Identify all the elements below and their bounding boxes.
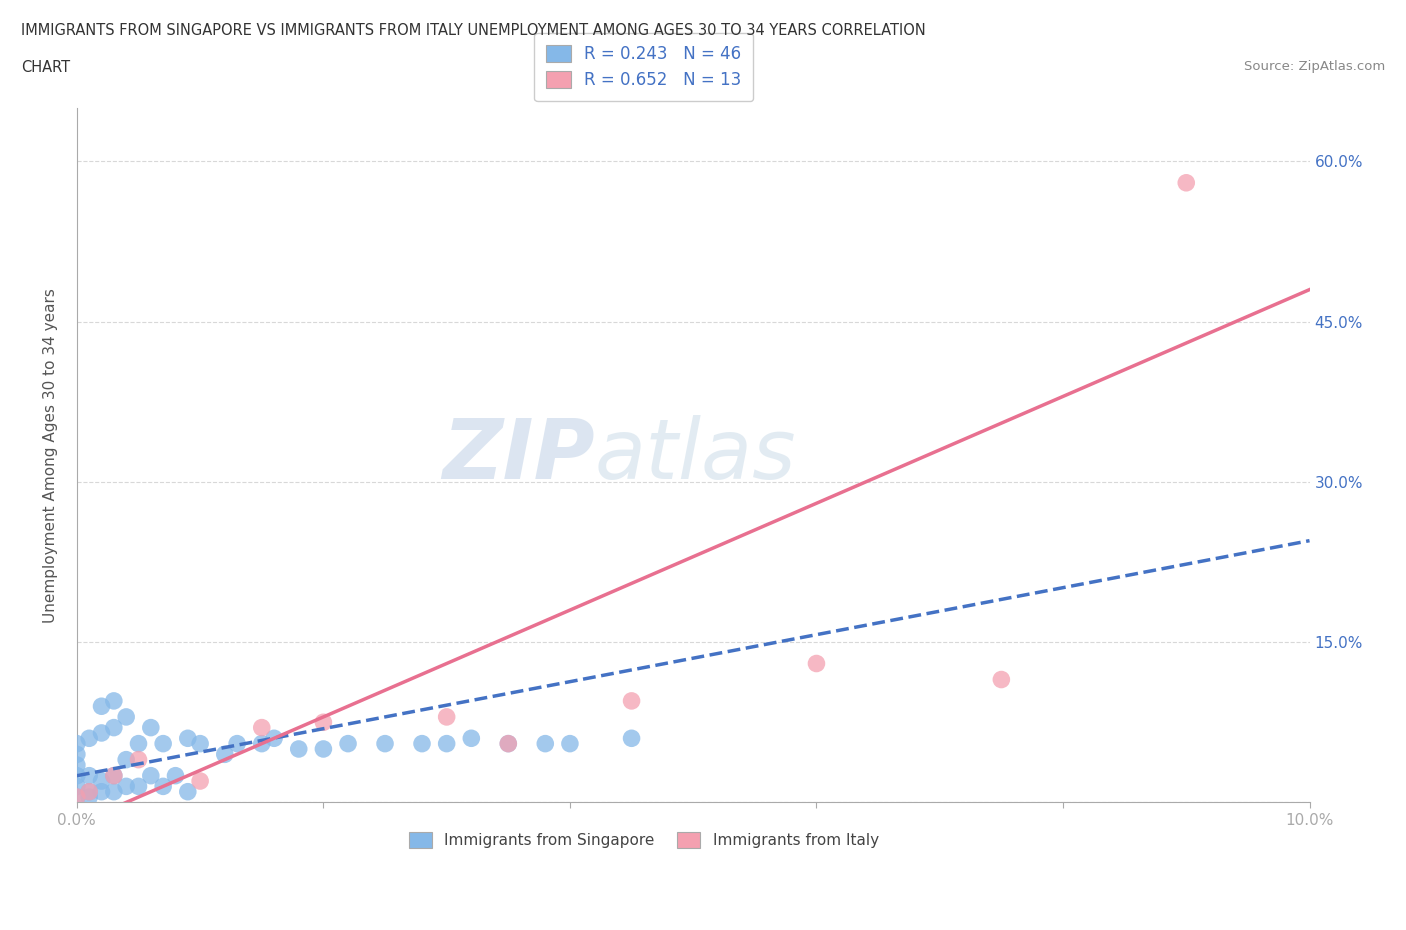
Text: ZIP: ZIP [441, 415, 595, 496]
Point [263, 731, 285, 746]
Point [411, 737, 433, 751]
Point [128, 779, 150, 794]
Point [620, 731, 643, 746]
Point [188, 774, 211, 789]
Point [460, 731, 482, 746]
Point [90, 725, 112, 740]
Point [620, 694, 643, 709]
Point [103, 768, 125, 783]
Point [990, 672, 1012, 687]
Point [77, 784, 100, 799]
Point [152, 737, 174, 751]
Point [103, 694, 125, 709]
Point [534, 737, 557, 751]
Point [558, 737, 581, 751]
Text: Source: ZipAtlas.com: Source: ZipAtlas.com [1244, 60, 1385, 73]
Point [77, 784, 100, 799]
Point [250, 737, 273, 751]
Point [287, 741, 309, 756]
Point [66, 790, 89, 804]
Point [90, 784, 112, 799]
Point [77, 731, 100, 746]
Point [90, 698, 112, 713]
Point [103, 720, 125, 735]
Point [226, 737, 249, 751]
Point [177, 731, 200, 746]
Text: atlas: atlas [595, 415, 796, 496]
Point [188, 737, 211, 751]
Point [498, 737, 520, 751]
Point [337, 737, 360, 751]
Point [374, 737, 396, 751]
Text: IMMIGRANTS FROM SINGAPORE VS IMMIGRANTS FROM ITALY UNEMPLOYMENT AMONG AGES 30 TO: IMMIGRANTS FROM SINGAPORE VS IMMIGRANTS … [21, 23, 925, 38]
Point [103, 768, 125, 783]
Point [66, 779, 89, 794]
Point [214, 747, 236, 762]
Point [90, 774, 112, 789]
Point [436, 737, 458, 751]
Point [312, 741, 335, 756]
Point [66, 737, 89, 751]
Point [103, 784, 125, 799]
Point [77, 790, 100, 804]
Point [66, 758, 89, 773]
Point [139, 720, 162, 735]
Point [115, 710, 138, 724]
Point [498, 737, 520, 751]
Point [77, 768, 100, 783]
Point [1175, 176, 1198, 191]
Text: CHART: CHART [21, 60, 70, 75]
Point [128, 752, 150, 767]
Point [66, 768, 89, 783]
Point [66, 747, 89, 762]
Point [152, 779, 174, 794]
Point [250, 720, 273, 735]
Legend: Immigrants from Singapore, Immigrants from Italy: Immigrants from Singapore, Immigrants fr… [399, 823, 889, 857]
Point [128, 737, 150, 751]
Point [312, 715, 335, 730]
Point [436, 710, 458, 724]
Y-axis label: Unemployment Among Ages 30 to 34 years: Unemployment Among Ages 30 to 34 years [44, 287, 58, 622]
Point [165, 768, 187, 783]
Point [177, 784, 200, 799]
Point [139, 768, 162, 783]
Point [115, 752, 138, 767]
Point [115, 779, 138, 794]
Point [806, 656, 828, 671]
Point [66, 790, 89, 804]
